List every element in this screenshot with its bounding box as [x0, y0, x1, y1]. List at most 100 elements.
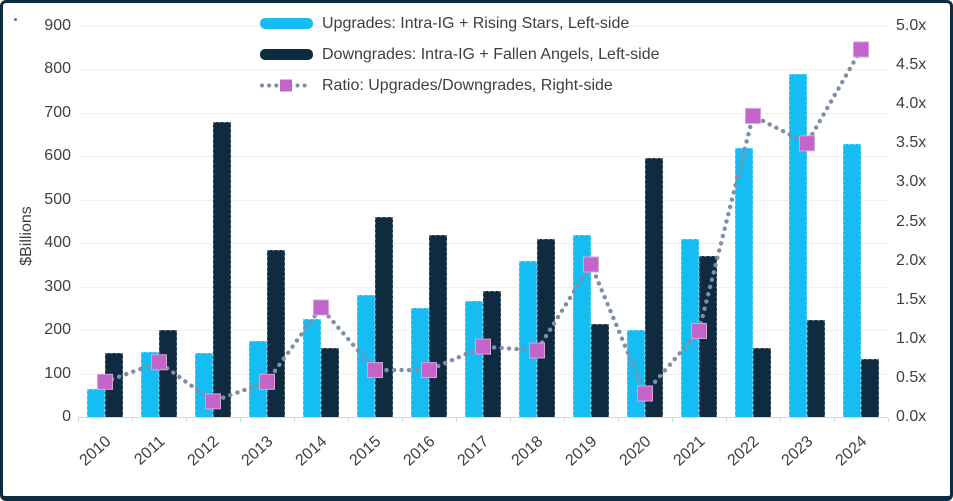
- right-axis-tick-label: 1.5x: [896, 290, 927, 308]
- right-axis-tick-label: 4.5x: [896, 56, 927, 74]
- ratio-marker-2010: [97, 373, 113, 390]
- legend-item-ratio: Ratio: Upgrades/Downgrades, Right-side: [260, 73, 660, 98]
- left-axis-tick-label: 500: [44, 190, 71, 208]
- bar-upgrades-2015: [357, 295, 375, 417]
- bar-downgrades-2014: [321, 347, 339, 417]
- x-axis-label-2012: 2012: [184, 433, 223, 470]
- x-axis-tick: [186, 418, 187, 422]
- ratio-marker-2024: [853, 41, 869, 58]
- ratio-marker-2016: [421, 362, 437, 379]
- ratio-marker-2011: [151, 354, 167, 371]
- ratio-swatch-graphic: [260, 79, 313, 92]
- x-axis-tick: [348, 418, 349, 422]
- ratio-marker-2015: [367, 362, 383, 379]
- x-axis-tick: [456, 418, 457, 422]
- right-axis-tick-label: 0.0x: [896, 408, 927, 425]
- bar-downgrades-2012: [213, 122, 231, 417]
- downgrades-swatch: [260, 49, 313, 60]
- bar-downgrades-2020: [645, 157, 663, 417]
- x-axis-tick: [780, 418, 781, 422]
- ratio-line-layer: [97, 41, 869, 410]
- bar-upgrades-2018: [519, 260, 537, 417]
- ratio-marker-2019: [583, 256, 599, 273]
- left-axis-tick-label: 800: [44, 60, 71, 78]
- legend-label-downgrades: Downgrades: Intra-IG + Fallen Angels, Le…: [322, 45, 660, 63]
- x-axis-line: [78, 417, 888, 418]
- ratio-dotted-line: [102, 47, 864, 404]
- x-axis-tick: [132, 418, 133, 422]
- grid-line: [78, 156, 888, 158]
- grid-line: [78, 286, 888, 288]
- bar-downgrades-2018: [537, 238, 555, 417]
- legend-label-ratio: Ratio: Upgrades/Downgrades, Right-side: [322, 76, 613, 94]
- plot-area: [78, 26, 889, 422]
- x-axis-label-2020: 2020: [616, 433, 655, 470]
- x-axis-label-2023: 2023: [778, 433, 817, 470]
- x-axis-label-2021: 2021: [670, 433, 709, 470]
- ratio-marker-2014: [313, 299, 329, 316]
- bar-upgrades-2010: [87, 388, 105, 417]
- right-axis-tick-label: 3.5x: [896, 134, 927, 152]
- ratio-line-swatch: [260, 78, 313, 93]
- left-axis-tick-label: 700: [44, 103, 71, 121]
- right-axis-tick-label: 5.0x: [896, 17, 927, 34]
- grid-line: [78, 26, 888, 27]
- x-axis-tick: [564, 418, 565, 422]
- left-axis-tick-label: 300: [44, 277, 71, 295]
- x-axis-tick: [78, 418, 79, 422]
- bar-upgrades-2019: [573, 234, 591, 417]
- legend-label-upgrades: Upgrades: Intra-IG + Rising Stars, Left-…: [322, 14, 630, 32]
- bar-upgrades-2024: [843, 144, 861, 417]
- right-axis-tick-label: 2.0x: [896, 251, 927, 269]
- x-axis-label-2013: 2013: [238, 433, 277, 470]
- grid-line: [78, 243, 888, 245]
- x-axis-tick: [726, 418, 727, 422]
- x-axis-label-2018: 2018: [508, 433, 547, 470]
- legend-item-upgrades: Upgrades: Intra-IG + Rising Stars, Left-…: [260, 11, 660, 36]
- left-axis-tick-label: 200: [44, 321, 71, 339]
- bar-upgrades-2023: [789, 73, 807, 417]
- x-axis-tick: [510, 418, 511, 422]
- ratio-marker-2012: [205, 393, 221, 410]
- left-axis-tick-label: 600: [44, 147, 71, 165]
- grid-line: [78, 199, 888, 201]
- x-axis-label-2024: 2024: [832, 433, 871, 470]
- bar-downgrades-2024: [861, 359, 879, 417]
- upgrades-swatch: [260, 18, 313, 29]
- legend-item-downgrades: Downgrades: Intra-IG + Fallen Angels, Le…: [260, 42, 660, 67]
- right-axis-tick-label: 3.0x: [896, 173, 927, 191]
- ratio-marker-2018: [529, 342, 545, 359]
- x-axis-label-2015: 2015: [346, 433, 385, 470]
- bar-downgrades-2022: [753, 347, 771, 417]
- x-axis-label-2014: 2014: [292, 433, 331, 470]
- x-axis-label-2016: 2016: [400, 433, 439, 470]
- bar-downgrades-2023: [807, 320, 825, 417]
- x-axis-label-2019: 2019: [562, 433, 601, 470]
- x-axis-tick: [618, 418, 619, 422]
- x-axis-tick: [888, 418, 889, 422]
- ratio-marker-2022: [745, 107, 761, 124]
- x-axis-tick: [672, 418, 673, 422]
- bar-upgrades-2017: [465, 301, 483, 417]
- x-axis-label-2022: 2022: [724, 433, 763, 470]
- ratio-marker-2020: [637, 385, 653, 402]
- right-axis-tick-label: 1.0x: [896, 329, 927, 347]
- bar-downgrades-2019: [591, 324, 609, 417]
- left-axis-tick-label: 400: [44, 234, 71, 252]
- right-axis-tick-label: 2.5x: [896, 212, 927, 230]
- left-axis-tick-label: 0: [62, 408, 71, 425]
- grid-line: [78, 112, 888, 114]
- x-axis-tick: [834, 418, 835, 422]
- ratio-marker-2023: [799, 135, 815, 152]
- x-axis-tick: [240, 418, 241, 422]
- ratio-marker-2013: [259, 373, 275, 390]
- x-axis-tick: [294, 418, 295, 422]
- right-axis-tick-label: 0.5x: [896, 368, 927, 386]
- x-axis-tick: [402, 418, 403, 422]
- grid-line: [78, 69, 888, 71]
- x-axis-label-2017: 2017: [454, 433, 493, 470]
- x-axis-label-2011: 2011: [131, 433, 169, 469]
- bar-upgrades-2014: [303, 319, 321, 417]
- left-axis-tick-label: 100: [44, 364, 71, 382]
